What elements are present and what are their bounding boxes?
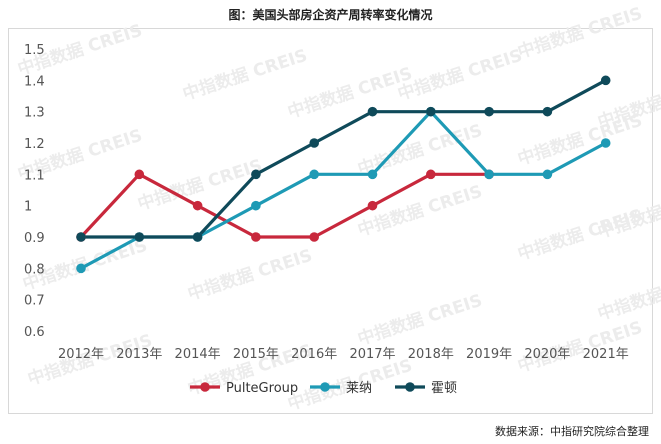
watermark: 中指数据 CREIS	[285, 63, 415, 123]
legend-label: PulteGroup	[226, 381, 298, 396]
chart-frame	[8, 28, 653, 414]
x-tick-label: 2012年	[58, 347, 104, 362]
data-point	[600, 75, 611, 86]
data-point	[76, 232, 86, 242]
x-tick-label: 2018年	[408, 347, 454, 362]
data-point	[426, 106, 436, 117]
x-tick-label: 2015年	[233, 347, 279, 362]
data-point	[542, 106, 553, 117]
watermark: 中指数据 CREIS	[515, 3, 645, 63]
data-point	[251, 200, 261, 211]
legend: PulteGroup 莱纳 霍顿	[190, 381, 457, 396]
chart-title: 图：美国头部房企资产周转率变化情况	[228, 8, 433, 22]
y-tick-label: 1.2	[24, 137, 45, 152]
watermark: 中指数据 CREIS	[515, 110, 645, 170]
legend-label: 霍顿	[431, 381, 457, 396]
x-tick-label: 2019年	[466, 347, 512, 362]
x-tick-label: 2013年	[116, 347, 162, 362]
x-tick-label: 2020年	[524, 347, 570, 362]
legend-swatch-marker	[320, 382, 330, 392]
data-point	[367, 106, 378, 117]
watermark: 中指数据 CREIS	[180, 45, 310, 105]
series-line	[81, 78, 607, 239]
y-tick-label: 1.1	[24, 168, 45, 183]
data-point	[484, 169, 494, 180]
data-point	[134, 169, 145, 180]
data-point	[309, 232, 320, 242]
data-point	[484, 106, 494, 117]
data-point	[309, 138, 320, 148]
watermark: 中指数据 CREIS	[595, 265, 661, 325]
y-tick-label: 0.7	[24, 294, 45, 309]
data-point	[251, 232, 261, 242]
y-tick-label: 1	[24, 200, 32, 215]
y-tick-label: 1.3	[24, 106, 45, 121]
y-tick-label: 0.9	[24, 231, 45, 246]
x-tick-label: 2014年	[175, 347, 221, 362]
data-source-note: 数据来源：中指研究院综合整理	[495, 425, 649, 438]
watermark: 中指数据 CREIS	[355, 290, 485, 350]
data-point	[367, 169, 378, 180]
y-tick-label: 1.5	[24, 43, 45, 58]
data-point	[76, 263, 86, 274]
data-point	[367, 200, 378, 211]
x-axis: 2012年 2013年 2014年 2015年 2016年 2017年 2018年 2019年…	[58, 347, 629, 362]
y-axis: 0.6 0.7 0.8 0.9 1 1.1 1.2 1.3 1.4 1.5	[24, 43, 45, 340]
series-line	[79, 172, 490, 239]
data-point	[542, 169, 553, 180]
legend-swatch-marker	[405, 382, 415, 392]
watermark: 中指数据 CREIS	[395, 45, 525, 105]
data-point	[600, 138, 611, 148]
data-point	[251, 169, 261, 180]
data-point	[426, 169, 436, 180]
x-tick-label: 2017年	[349, 347, 395, 362]
data-point	[192, 200, 203, 211]
data-point	[192, 232, 203, 242]
y-tick-label: 0.8	[24, 262, 45, 277]
series-layer	[76, 75, 611, 274]
legend-label: 莱纳	[346, 381, 372, 396]
watermark: 中指数据 CREIS	[355, 181, 485, 241]
y-tick-label: 1.4	[24, 74, 45, 89]
data-point	[309, 169, 320, 180]
x-tick-label: 2016年	[291, 347, 337, 362]
y-tick-label: 0.6	[24, 325, 45, 340]
legend-swatch-marker	[200, 382, 210, 392]
x-tick-label: 2021年	[583, 347, 629, 362]
watermark: 中指数据 CREIS	[185, 245, 315, 305]
data-point	[134, 232, 145, 242]
